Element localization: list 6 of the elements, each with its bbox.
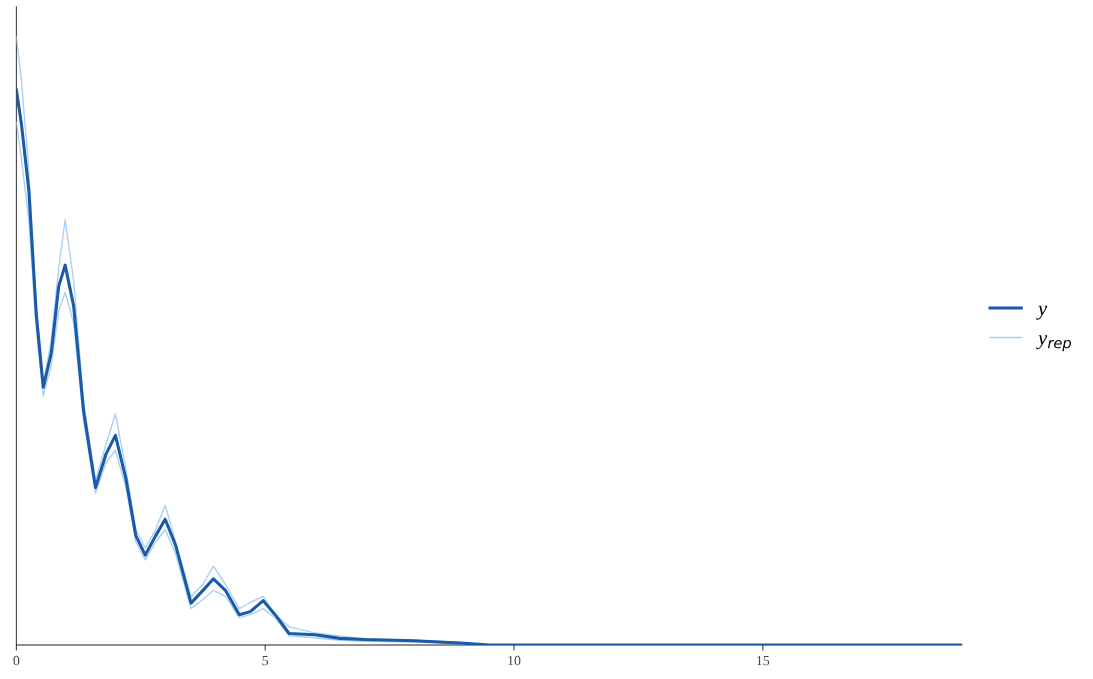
legend-label: y$_{rep}$ xyxy=(1036,335,1071,352)
x-tick-label: 10 xyxy=(508,655,521,666)
x-tick-label: 5 xyxy=(262,656,269,666)
legend-label: y xyxy=(1036,305,1048,320)
x-tick-label: 0 xyxy=(13,655,20,666)
x-tick-label: 15 xyxy=(757,655,770,666)
